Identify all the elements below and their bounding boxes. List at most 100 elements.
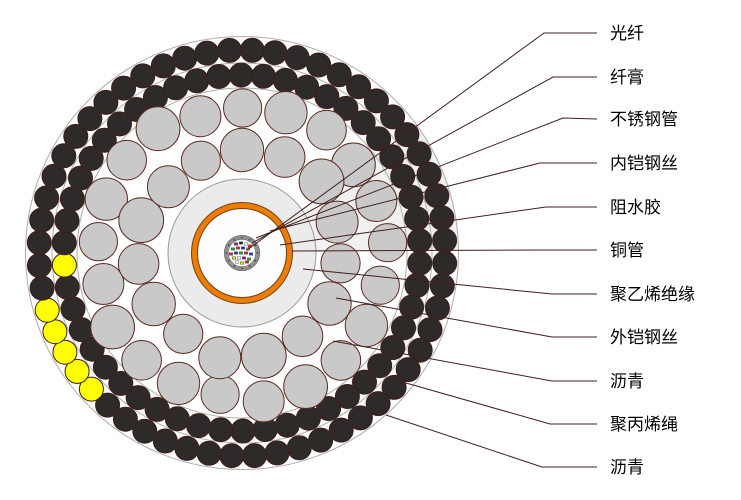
rope-yellow-circle: [64, 358, 90, 384]
rope-circle: [60, 296, 86, 322]
rope-circle: [107, 111, 132, 137]
rope-circle: [334, 384, 360, 409]
outer-armor-wire-circle: [84, 177, 129, 221]
rope-circle: [306, 52, 332, 78]
rope-circle: [391, 315, 416, 341]
outer-armor-wire-circle: [219, 127, 265, 173]
polypropylene-rope-inner: [51, 62, 433, 444]
rope-circle: [432, 228, 458, 253]
rope-circle: [407, 250, 433, 276]
layer-label-7: 外铠钢丝: [610, 328, 678, 347]
rope-circle: [333, 95, 359, 121]
rope-circle: [92, 354, 118, 380]
fiber-dot: [234, 251, 238, 255]
rope-circle: [196, 440, 222, 466]
outer-armor-wire-circle: [106, 139, 147, 181]
fiber-dot: [247, 257, 251, 261]
outer-armor-wire-circle: [263, 136, 306, 178]
fiber-dot: [231, 247, 235, 251]
rope-circle: [108, 370, 134, 396]
leader-line: [398, 380, 597, 425]
rope-circle: [416, 161, 442, 187]
rope-circle: [34, 185, 60, 211]
outer-armor-wire-circle: [180, 140, 221, 181]
outer-armor-wire-circle: [298, 158, 345, 205]
rope-circle: [417, 317, 443, 343]
rope-circle: [239, 37, 265, 63]
rope-circle: [95, 392, 121, 418]
leader-line: [251, 76, 597, 244]
outer-armor-wire-circle: [78, 222, 119, 262]
rope-circle: [217, 37, 242, 63]
outer-armor-wire-circle: [281, 315, 324, 358]
fiber-dot: [239, 251, 243, 255]
leader-line: [269, 162, 597, 232]
rope-circle: [51, 143, 77, 169]
rope-circle: [206, 64, 232, 89]
rope-circle: [429, 273, 455, 299]
rope-circle: [26, 253, 52, 278]
outer-armor-wire-circle: [320, 243, 361, 284]
outer-armor-wire-circle: [307, 281, 352, 326]
leader-line: [385, 414, 597, 468]
rope-circle: [219, 443, 245, 469]
outer-armor-wire-circle: [82, 263, 125, 305]
rope-yellow-circle: [52, 339, 78, 365]
fiber-dot: [237, 256, 241, 260]
layer-label-5: 铜管: [610, 241, 644, 260]
fiber-dot: [240, 261, 244, 265]
rope-circle: [78, 145, 104, 171]
fiber-dot: [245, 260, 249, 264]
rope-circle: [163, 75, 189, 101]
rope-circle: [111, 75, 137, 101]
rope-circle: [407, 228, 433, 254]
rope-circle: [367, 353, 393, 379]
layer-label-9: 聚丙烯绳: [610, 415, 678, 434]
rope-circle: [380, 104, 406, 130]
outer-armor-wire-circle: [264, 91, 308, 135]
layer-label-1: 纤膏: [610, 67, 644, 87]
rope-circle: [308, 427, 334, 453]
rope-circle: [432, 250, 458, 276]
rope-yellow-circle: [78, 376, 104, 402]
rope-circle: [380, 335, 406, 361]
outer-armor-wire-circle: [131, 281, 176, 327]
leader-line: [335, 297, 597, 338]
outer-armor-wire-circle: [240, 332, 287, 379]
rope-circle: [230, 418, 256, 444]
rope-circle: [274, 412, 300, 438]
rope-circle: [295, 405, 321, 431]
outer-armor-wire-circle: [156, 361, 201, 406]
rope-circle: [326, 62, 352, 88]
outer-armor-wire-circle: [135, 106, 181, 152]
rope-circle: [272, 67, 298, 93]
rope-circle: [316, 396, 342, 421]
outer-armor-wire-circle: [198, 336, 242, 380]
outer-armor-wire-circle: [223, 88, 263, 128]
layer-label-10: 沥青: [610, 458, 644, 477]
outer-armor-wire-circle: [344, 303, 389, 348]
rope-circle: [112, 406, 138, 432]
rope-circle: [366, 126, 392, 152]
outer-armor-wire-circle: [368, 223, 408, 263]
rope-circle: [194, 40, 220, 66]
rope-circle: [51, 230, 77, 256]
rope-circle: [63, 123, 89, 149]
leader-line: [302, 268, 597, 295]
rope-circle: [395, 357, 421, 383]
leader-line: [279, 206, 597, 246]
fiber-dot: [234, 242, 238, 246]
layer-label-0: 光纤: [610, 24, 644, 43]
outer-armor-wire-circle: [117, 243, 160, 285]
fiber-dot: [242, 256, 246, 260]
fiber-dot: [249, 252, 253, 256]
fiber-dot: [229, 252, 233, 256]
rope-circle: [286, 435, 312, 461]
rope-circle: [365, 391, 391, 417]
fiber-dot: [236, 246, 240, 250]
optical-fibers: [229, 241, 253, 265]
rope-circle: [125, 385, 151, 411]
rope-circle: [262, 40, 288, 66]
rope-circle: [41, 163, 67, 189]
